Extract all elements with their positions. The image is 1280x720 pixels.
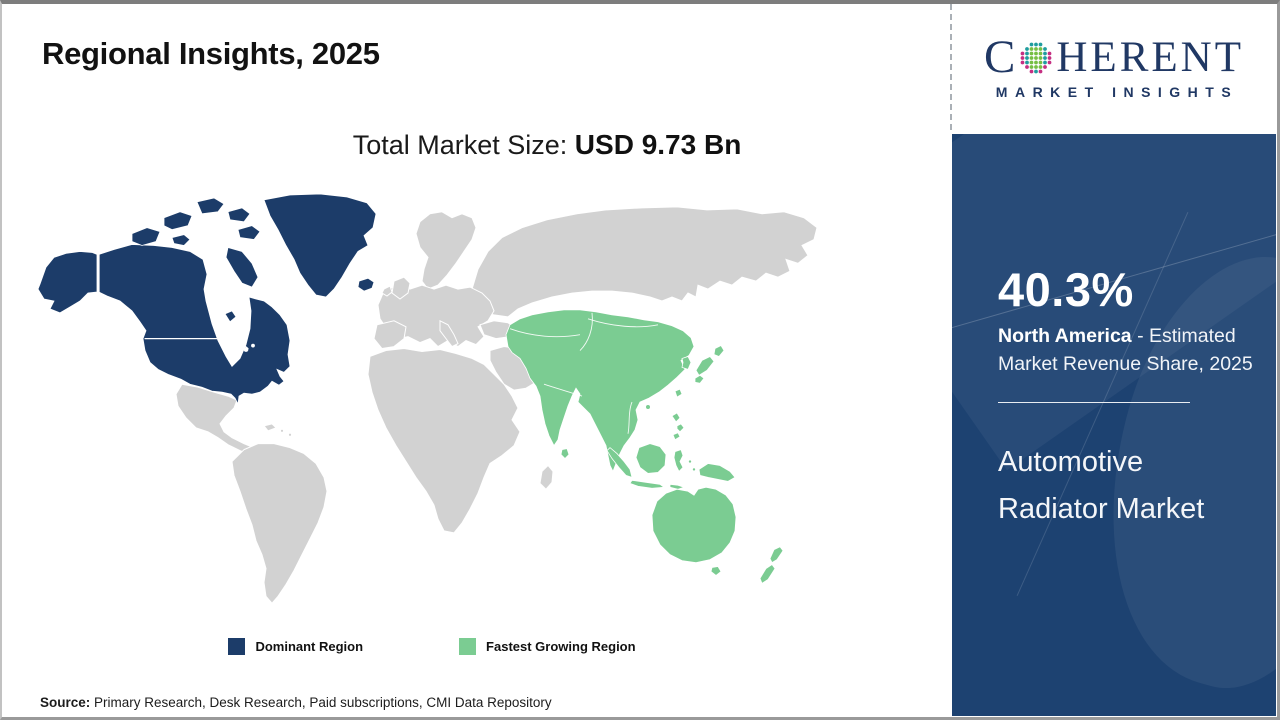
logo-letters-herent: HERENT bbox=[1056, 34, 1244, 81]
total-market-size-value: USD 9.73 Bn bbox=[574, 129, 742, 160]
logo-wordmark: C HERENT bbox=[984, 34, 1244, 81]
dominant-region-label: Dominant Region bbox=[255, 639, 364, 654]
total-market-size-label: Total Market Size: bbox=[352, 130, 568, 160]
market-share-value: 40.3% bbox=[998, 263, 1134, 316]
dominant-region-swatch bbox=[228, 638, 246, 655]
market-share-rest: - Estimated Market Revenue Share, 2025 bbox=[998, 325, 1253, 375]
logo-letter-c: C bbox=[984, 31, 1017, 83]
total-market-size: Total Market Size: USD 9.73 Bn bbox=[32, 129, 952, 161]
world-map bbox=[32, 190, 832, 626]
market-share-description: North America - Estimated Market Revenue… bbox=[998, 323, 1254, 378]
legend-item-dominant: Dominant Region bbox=[228, 638, 363, 655]
source-line: Source: Primary Research, Desk Research,… bbox=[40, 695, 552, 710]
coherent-globe-icon bbox=[1020, 42, 1052, 73]
fastest-growing-region-label: Fastest Growing Region bbox=[486, 639, 636, 654]
market-share-region: North America bbox=[998, 325, 1132, 347]
sidebar-divider bbox=[998, 402, 1190, 404]
company-logo: C HERENT MARKET INSIGHTS bbox=[950, 4, 1276, 130]
market-name: Automotive Radiator Market bbox=[998, 446, 1205, 525]
map-region-asia-pacific bbox=[505, 309, 784, 584]
page-title: Regional Insights, 2025 bbox=[42, 36, 380, 71]
source-text: Primary Research, Desk Research, Paid su… bbox=[90, 695, 552, 710]
legend-item-fastest-growing: Fastest Growing Region bbox=[459, 638, 636, 655]
map-legend: Dominant Region Fastest Growing Region bbox=[32, 638, 832, 655]
stats-sidebar: 40.3% North America - Estimated Market R… bbox=[952, 134, 1276, 716]
logo-tagline: MARKET INSIGHTS bbox=[995, 84, 1239, 100]
source-label: Source: bbox=[40, 695, 91, 710]
map-region-north-america bbox=[37, 193, 377, 406]
fastest-growing-region-swatch bbox=[459, 638, 477, 655]
